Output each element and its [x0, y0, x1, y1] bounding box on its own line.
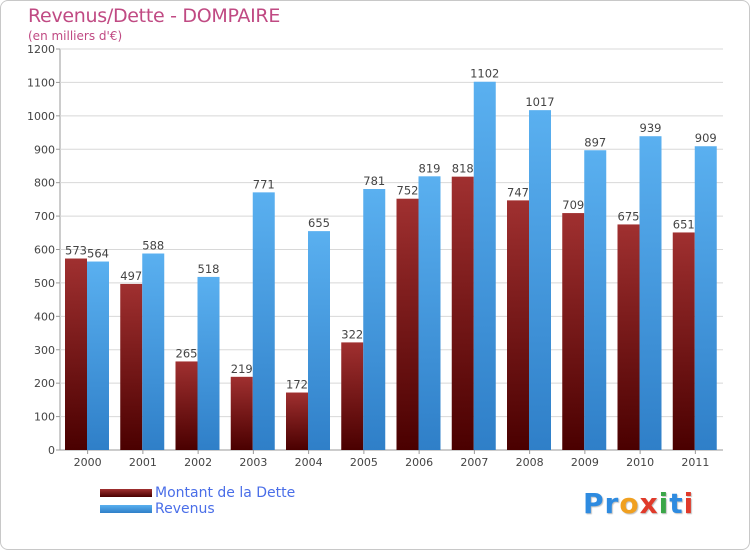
data-label-revenue: 781 — [363, 174, 385, 188]
data-labels: 573 5644975882655182197711726553227817528… — [65, 67, 717, 392]
data-label-debt: 651 — [673, 217, 695, 231]
x-tick-label: 2011 — [681, 456, 709, 469]
logo-letter: i — [683, 487, 695, 520]
y-tick-label: 700 — [34, 210, 55, 223]
bar-revenue — [363, 189, 386, 450]
x-tick-label: 2010 — [626, 456, 654, 469]
x-axis-ticks: 2000 2001 2002 2003 2004 2005 2006 2007 2008 2009… — [74, 450, 709, 469]
y-tick-label: 100 — [34, 411, 55, 424]
chart-subtitle: (en milliers d'€) — [28, 29, 123, 43]
bar-revenue — [639, 136, 662, 450]
data-label-revenue: 819 — [419, 161, 441, 175]
bar-debt — [120, 283, 143, 450]
bar-debt — [65, 258, 87, 450]
data-label-revenue: 564 — [87, 247, 109, 261]
grid-lines — [56, 48, 723, 451]
y-tick-label: 500 — [34, 277, 55, 290]
y-tick-label: 300 — [34, 344, 55, 357]
bar-debt — [396, 198, 419, 450]
bars — [65, 81, 717, 451]
y-tick-label: 600 — [34, 244, 55, 257]
bar-revenue — [252, 192, 275, 451]
x-tick-label: 2008 — [516, 456, 544, 469]
y-axis-ticks: 0 100 200 300 400 500 600 700 800 900 1000 1100 1200 — [27, 43, 55, 457]
x-tick-label: 2002 — [184, 456, 212, 469]
data-label-debt: 497 — [120, 269, 142, 283]
y-tick-label: 200 — [34, 377, 55, 390]
bar-debt — [672, 232, 695, 450]
bar-debt — [617, 224, 640, 450]
bar-revenue — [584, 150, 607, 450]
x-tick-label: 2000 — [74, 456, 102, 469]
y-tick-label: 0 — [48, 444, 55, 457]
bar-revenue — [694, 146, 717, 450]
proxiti-logo: Proxiti — [583, 487, 694, 520]
data-label-revenue: 771 — [253, 177, 275, 191]
data-label-revenue: 939 — [640, 121, 662, 135]
logo-letter: P — [583, 487, 605, 520]
chart-title: Revenus/Dette - DOMPAIRE — [28, 5, 281, 27]
x-tick-label: 2006 — [405, 456, 433, 469]
data-label-debt: 573 — [65, 244, 87, 258]
logo-letter: i — [658, 487, 670, 520]
legend-label-revenue: Revenus — [155, 501, 215, 517]
data-label-revenue: 909 — [695, 131, 717, 145]
x-tick-label: 2009 — [571, 456, 599, 469]
data-label-debt: 709 — [562, 198, 584, 212]
data-label-debt: 219 — [231, 362, 253, 376]
data-label-debt: 322 — [341, 327, 363, 341]
x-tick-label: 2004 — [295, 456, 323, 469]
logo-letter: t — [669, 487, 684, 520]
y-tick-label: 400 — [34, 310, 55, 323]
data-label-revenue: 655 — [308, 216, 330, 230]
data-label-debt: 172 — [286, 378, 308, 392]
data-label-revenue: 1102 — [470, 67, 499, 81]
bar-debt — [286, 392, 308, 450]
x-tick-label: 2005 — [350, 456, 378, 469]
bar-revenue — [529, 110, 551, 450]
bar-revenue — [142, 253, 165, 450]
logo-letter: x — [639, 487, 659, 520]
bar-revenue — [473, 81, 496, 450]
y-tick-label: 1100 — [27, 76, 55, 89]
bar-revenue — [308, 231, 330, 450]
x-tick-label: 2001 — [129, 456, 157, 469]
logo-letter: r — [604, 487, 620, 520]
y-tick-label: 1000 — [27, 110, 55, 123]
data-label-revenue: 518 — [198, 262, 220, 276]
x-tick-label: 2003 — [239, 456, 267, 469]
logo-letter: o — [619, 487, 640, 520]
data-label-debt: 675 — [618, 209, 640, 223]
data-label-debt: 265 — [176, 346, 198, 360]
data-label-revenue: 1017 — [525, 95, 554, 109]
y-tick-label: 800 — [34, 177, 55, 190]
legend-label-debt: Montant de la Dette — [155, 485, 296, 501]
data-label-revenue: 588 — [142, 239, 164, 253]
data-label-debt: 747 — [507, 185, 529, 199]
bar-debt — [451, 176, 474, 450]
data-label-debt: 752 — [397, 184, 419, 198]
x-tick-label: 2007 — [460, 456, 488, 469]
bar-debt — [562, 213, 585, 450]
data-label-debt: 818 — [452, 162, 474, 176]
y-tick-label: 900 — [34, 143, 55, 156]
bar-revenue — [197, 276, 220, 450]
y-tick-label: 1200 — [27, 43, 55, 56]
bar-debt — [341, 342, 364, 450]
legend-swatch-revenue — [100, 505, 152, 513]
legend-swatch-debt — [100, 489, 152, 497]
bar-debt — [507, 200, 529, 450]
data-label-revenue: 897 — [584, 135, 606, 149]
bar-debt — [230, 376, 253, 450]
bar-revenue — [87, 261, 109, 450]
bar-revenue — [418, 176, 441, 450]
bar-debt — [175, 361, 198, 450]
